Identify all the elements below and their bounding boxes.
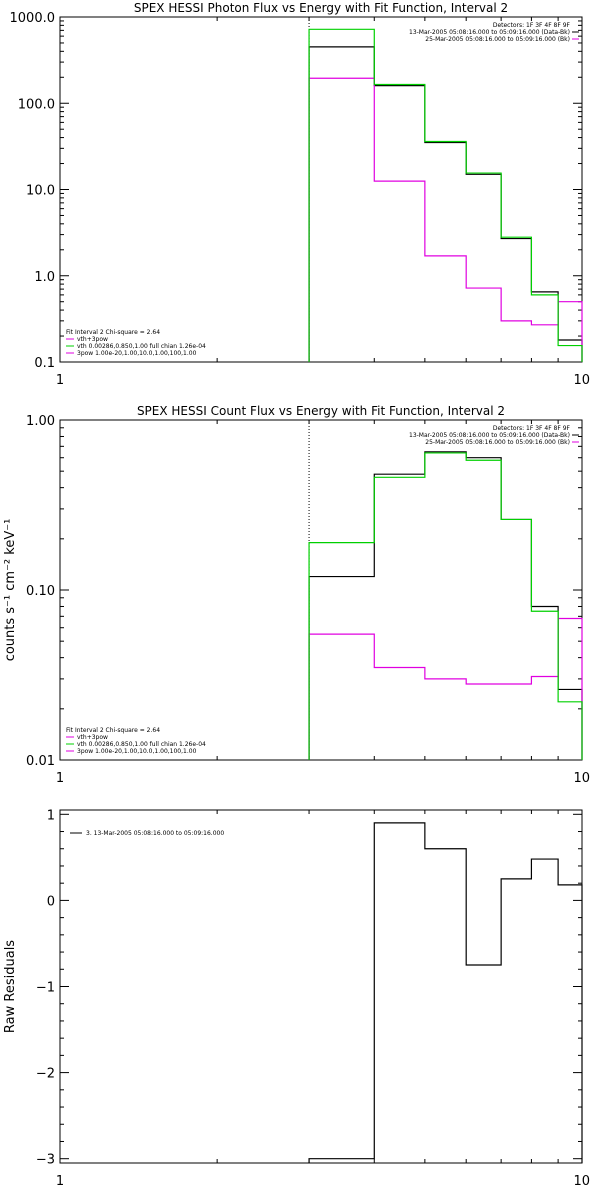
x-tick-label: 1 [56, 373, 64, 388]
legend-entry: Fit Interval 2 Chi-square = 2.64 [66, 329, 160, 336]
series-magenta-line [308, 77, 583, 362]
legend-entry: 3pow 1.00e-20,1.00,10.0,1.00,100,1.00 [77, 748, 197, 755]
legend-fit: Fit Interval 2 Chi-square = 2.64vth+3pow… [66, 329, 206, 357]
y-tick-label: 10.0 [26, 184, 55, 199]
legend-entry: 25-Mar-2005 05:08:16.000 to 05:09:16.000… [425, 439, 570, 446]
legend-entry: 13-Mar-2005 05:08:16.000 to 05:09:16.000… [409, 432, 570, 439]
y-axis-label: counts s⁻¹ cm⁻² keV⁻¹ [3, 519, 18, 662]
panel-1: SPEX HESSI Photon Flux vs Energy with Fi… [10, 1, 591, 388]
y-tick-label: 0.10 [26, 584, 55, 599]
y-tick-label: 0 [47, 894, 55, 909]
chart-title: SPEX HESSI Count Flux vs Energy with Fit… [137, 404, 505, 418]
plot-frame [59, 16, 583, 363]
y-axis: 0.1 1.0 10.0 100.0 1000.0 [10, 11, 582, 371]
series-green-line [308, 28, 583, 362]
legend-entry: vth 0.00286,0.850,1.00 full chian 1.26e-… [77, 741, 206, 748]
y-tick-label: −1 [36, 981, 55, 996]
y-tick-label: −3 [36, 1153, 55, 1168]
y-tick-label: 100.0 [18, 97, 55, 112]
legend-entry: 25-Mar-2005 05:08:16.000 to 05:09:16.000… [425, 36, 570, 43]
x-tick-label: 10 [573, 373, 590, 388]
y-tick-label: 1000.0 [10, 11, 56, 26]
legend-entry: Fit Interval 2 Chi-square = 2.64 [66, 727, 160, 734]
y-tick-label: 0.1 [34, 356, 55, 371]
series-group [308, 451, 583, 760]
y-tick-label: 1.0 [34, 270, 55, 285]
legend-top: 3. 13-Mar-2005 05:08:16.000 to 05:09:16.… [70, 830, 224, 837]
legend-entry: Detectors: 1F 3F 4F 8F 9F [493, 22, 571, 29]
series-group [308, 28, 583, 362]
y-axis-label: Raw Residuals [3, 940, 18, 1033]
y-tick-label: 0.01 [26, 754, 55, 769]
y-tick-label: 1.00 [26, 414, 55, 429]
series-magenta-line [308, 617, 583, 760]
y-axis: −3 −2 −1 0 1 [36, 808, 582, 1168]
series-black-line [308, 46, 583, 362]
legend-entry: 3. 13-Mar-2005 05:08:16.000 to 05:09:16.… [86, 830, 224, 837]
chart-title: SPEX HESSI Photon Flux vs Energy with Fi… [134, 1, 508, 15]
x-axis: 1 10 [56, 810, 590, 1189]
series-group [308, 822, 583, 1163]
series-black-line [308, 822, 583, 1163]
panel-2: SPEX HESSI Count Flux vs Energy with Fit… [3, 404, 590, 786]
legend-entry: 13-Mar-2005 05:08:16.000 to 05:09:16.000… [409, 29, 570, 36]
y-tick-label: −2 [36, 1067, 55, 1082]
y-tick-label: 1 [47, 808, 55, 823]
legend-entry: 3pow 1.00e-20,1.00,10.0,1.00,100,1.00 [77, 350, 197, 357]
x-tick-label: 1 [56, 1174, 64, 1189]
plot-frame [59, 419, 583, 761]
legend-entry: vth 0.00286,0.850,1.00 full chian 1.26e-… [77, 343, 206, 350]
x-tick-label: 10 [573, 1174, 590, 1189]
x-tick-label: 10 [573, 771, 590, 786]
legend-entry: vth+3pow [77, 734, 108, 741]
legend-entry: Detectors: 1F 3F 4F 8F 9F [493, 425, 571, 432]
x-tick-label: 1 [56, 771, 64, 786]
panel-3: Raw Residuals 1 10 −3 −2 −1 0 1 3. 13-Mar-2005 0… [3, 808, 590, 1189]
plot-frame [59, 809, 583, 1164]
legend-fit: Fit Interval 2 Chi-square = 2.64vth+3pow… [66, 727, 206, 755]
legend-entry: vth+3pow [77, 336, 108, 343]
series-black-line [308, 451, 583, 760]
y-axis: 0.01 0.10 1.00 [26, 414, 582, 769]
series-green-line [308, 452, 583, 760]
